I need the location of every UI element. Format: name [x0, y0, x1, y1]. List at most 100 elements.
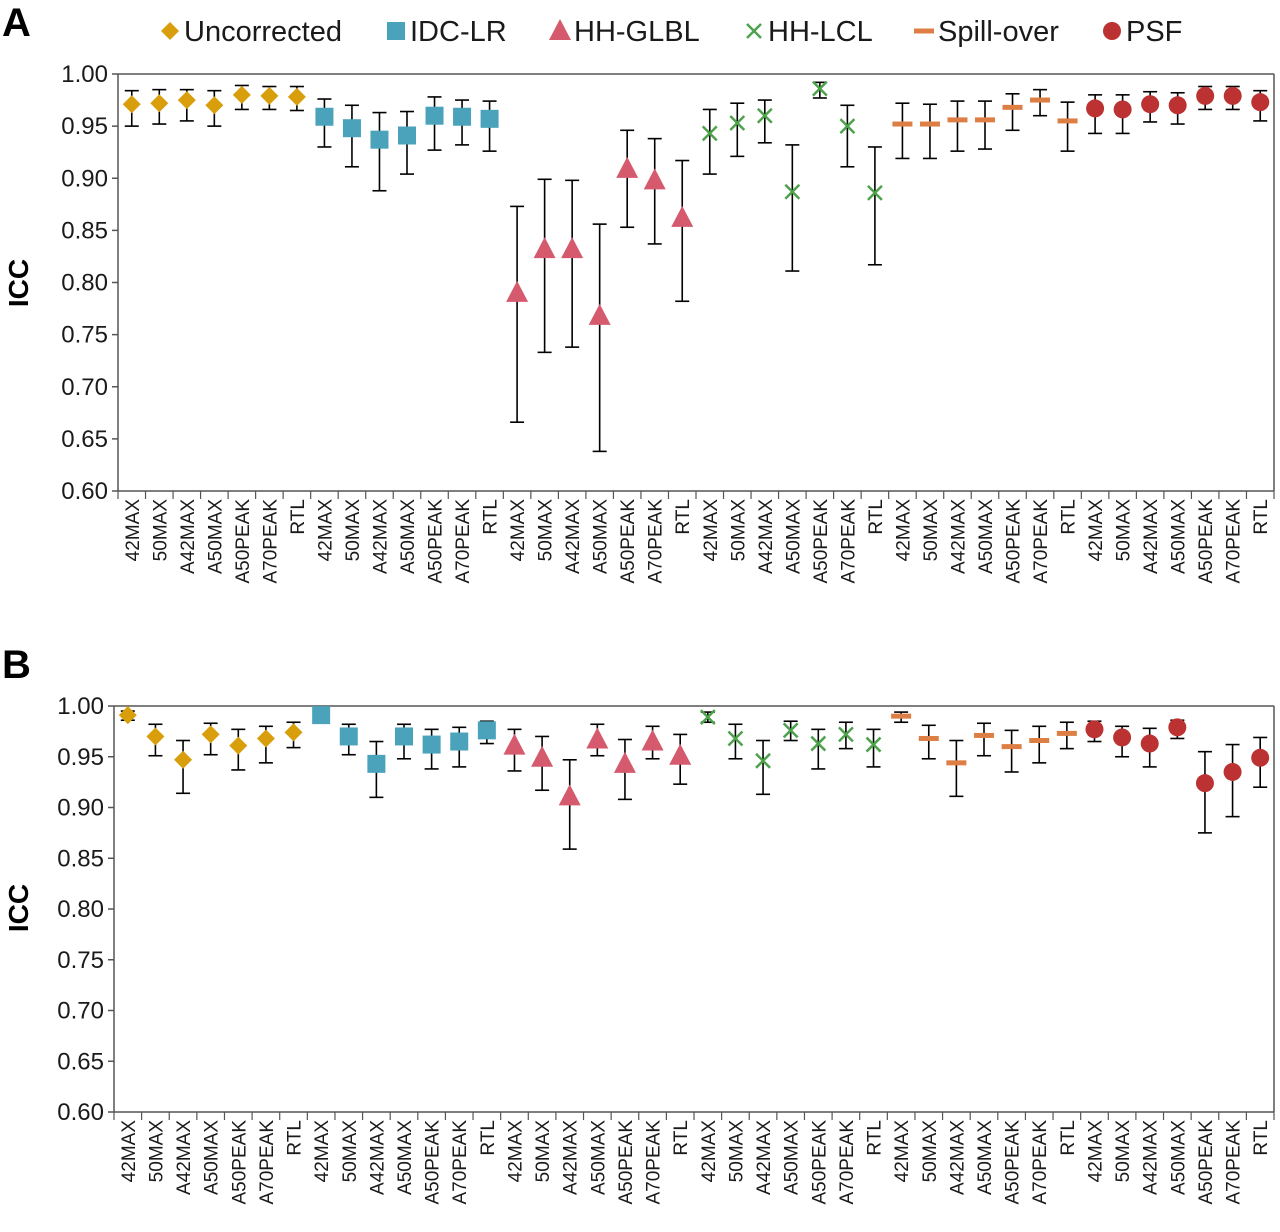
y-tick-label: 0.95 — [61, 113, 108, 140]
data-point-dash — [974, 732, 994, 738]
y-tick-label: 0.65 — [61, 426, 108, 453]
x-category-label: A50PEAK — [1003, 1120, 1024, 1205]
x-category-label: A70PEAK — [453, 499, 474, 584]
data-point-circle — [1168, 718, 1187, 737]
legend-item: IDC-LR — [387, 16, 507, 48]
x-category-label: RTL — [866, 499, 887, 535]
data-point-diamond — [287, 87, 306, 106]
data-point-triangle — [506, 280, 529, 302]
legend-item: HH-LCL — [746, 16, 873, 48]
legend-item: PSF — [1103, 16, 1182, 48]
data-point-x — [727, 730, 744, 747]
legend-label: HH-LCL — [768, 16, 873, 48]
data-point-triangle — [669, 743, 692, 765]
data-point-x — [867, 184, 883, 201]
x-category-label: A42MAX — [367, 1120, 388, 1195]
x-category-label: RTL — [288, 499, 309, 535]
legend-marker-diamond — [161, 22, 179, 40]
data-point-dash — [946, 760, 967, 766]
x-category-label: A50PEAK — [809, 1120, 830, 1205]
data-point-diamond — [284, 723, 303, 742]
data-point-x — [755, 752, 771, 769]
x-category-label: A50PEAK — [229, 1120, 250, 1205]
x-category-label: A70PEAK — [838, 499, 859, 584]
x-category-label: A70PEAK — [646, 499, 667, 584]
data-point-diamond — [118, 706, 137, 725]
data-point-triangle — [613, 751, 636, 773]
data-point-square — [367, 754, 386, 773]
x-category-label: 42MAX — [699, 1120, 720, 1183]
data-point-dash — [892, 121, 913, 127]
x-category-label: 50MAX — [340, 1120, 361, 1183]
data-point-x — [784, 183, 801, 200]
x-category-label: A50PEAK — [426, 499, 447, 584]
x-category-label: A42MAX — [948, 499, 969, 574]
data-point-triangle — [641, 729, 664, 751]
x-category-label: A50MAX — [398, 499, 419, 574]
legend-marker-circle — [1103, 22, 1121, 40]
data-point-dash — [1056, 730, 1077, 736]
x-category-label: A50PEAK — [1196, 1120, 1217, 1205]
data-point-diamond — [260, 86, 279, 105]
y-tick-label: 0.85 — [61, 217, 108, 244]
data-point-diamond — [205, 96, 224, 115]
x-category-label: 42MAX — [315, 499, 336, 562]
data-point-triangle — [558, 784, 581, 806]
x-category-label: A50MAX — [1168, 1120, 1189, 1195]
x-category-label: A50PEAK — [423, 1120, 444, 1205]
x-category-label: 42MAX — [119, 1120, 140, 1183]
data-point-x — [810, 735, 827, 752]
data-point-circle — [1086, 99, 1105, 118]
x-category-label: 42MAX — [508, 499, 529, 562]
x-category-label: A50MAX — [591, 499, 612, 574]
data-point-circle — [1085, 720, 1104, 739]
data-point-diamond — [201, 725, 220, 744]
data-point-diamond — [229, 736, 248, 755]
data-point-diamond — [146, 727, 165, 746]
legend-item: HH-GLBL — [549, 16, 700, 48]
data-point-circle — [1195, 774, 1214, 793]
legend-item: Uncorrected — [161, 16, 342, 48]
data-point-x — [811, 80, 828, 97]
x-category-label: A50PEAK — [811, 499, 832, 584]
x-category-label: A70PEAK — [1224, 499, 1245, 584]
legend-label: IDC-LR — [410, 16, 507, 48]
x-category-label: 50MAX — [536, 499, 557, 562]
data-point-circle — [1251, 748, 1270, 767]
x-category-label: 50MAX — [920, 1120, 941, 1183]
data-point-dash — [975, 117, 995, 123]
data-point-square — [450, 732, 469, 751]
legend-label: Spill-over — [938, 16, 1059, 48]
x-category-label: 50MAX — [150, 499, 171, 562]
data-point-circle — [1223, 762, 1242, 781]
x-category-label: A50MAX — [975, 1120, 996, 1195]
x-category-label: 50MAX — [1113, 1120, 1134, 1183]
data-point-square — [422, 735, 441, 754]
panel-a-y-axis-label: ICC — [3, 259, 34, 307]
data-point-square — [398, 126, 416, 145]
x-category-label: A42MAX — [174, 1120, 195, 1195]
panel-b-letter: B — [2, 643, 31, 687]
data-point-circle — [1223, 86, 1242, 105]
data-point-square — [339, 727, 358, 746]
data-point-dash — [891, 713, 912, 719]
y-tick-label: 0.90 — [57, 795, 104, 822]
data-point-triangle — [561, 237, 584, 259]
data-point-diamond — [232, 85, 251, 104]
x-category-label: 50MAX — [728, 499, 749, 562]
legend-marker-dash — [914, 28, 934, 34]
x-category-label: 42MAX — [312, 1120, 333, 1183]
data-point-x — [782, 722, 799, 739]
data-point-square — [342, 119, 361, 138]
legend-label: Uncorrected — [184, 16, 342, 48]
x-category-label: 50MAX — [343, 499, 364, 562]
x-category-label: A70PEAK — [1030, 1120, 1051, 1205]
x-category-label: A70PEAK — [450, 1120, 471, 1205]
x-category-label: A50MAX — [1169, 499, 1190, 574]
data-point-x — [865, 736, 882, 753]
legend-marker-triangle — [549, 19, 571, 40]
data-point-square — [480, 109, 499, 128]
x-category-label: A50MAX — [205, 499, 226, 574]
data-point-circle — [1196, 86, 1215, 105]
